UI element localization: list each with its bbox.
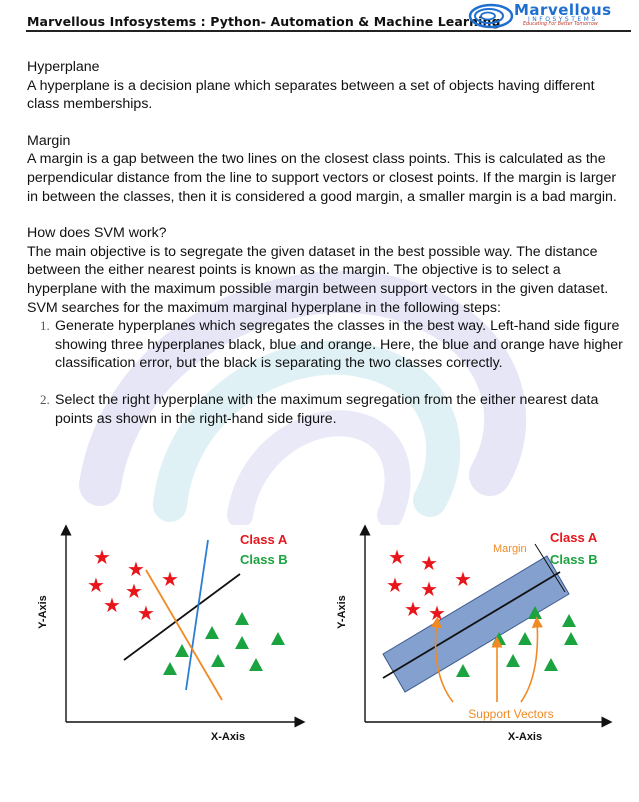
class-b-triangle [235, 636, 249, 649]
margin-width-marker [534, 543, 566, 593]
header-rule [26, 30, 631, 32]
optimal-hyperplane [382, 571, 561, 679]
class-a-label: Class A [550, 530, 598, 545]
class-a-star: ★ [404, 597, 422, 621]
class-a-star: ★ [137, 601, 155, 625]
company-logo: Marvellous INFOSYSTEMS Educating For Bet… [468, 1, 628, 29]
x-axis-label: X-Axis [508, 731, 542, 743]
class-a-star: ★ [428, 601, 446, 625]
class-a-star: ★ [93, 545, 111, 569]
y-axis-label: Y-Axis [37, 595, 49, 629]
class-a-star: ★ [388, 545, 406, 569]
class-b-triangle [205, 626, 219, 639]
margin-band [382, 555, 570, 693]
blue-hyperplane [185, 539, 209, 691]
figure-maximum-margin: Y-Axis X-Axis Class A Class B Margin ★ ★… [336, 524, 613, 743]
class-b-triangle [271, 632, 285, 645]
class-a-star: ★ [127, 557, 145, 581]
logo-subtitle: INFOSYSTEMS [528, 16, 598, 23]
class-a-star: ★ [454, 567, 472, 591]
margin-heading: Margin [27, 132, 71, 149]
margin-label: Margin [493, 543, 527, 555]
watermark-swirl [79, 270, 527, 525]
class-b-triangle [456, 664, 470, 677]
svm-steps-list: Generate hyperplanes which segregates th… [27, 317, 627, 428]
class-a-star: ★ [103, 593, 121, 617]
class-a-star: ★ [420, 577, 438, 601]
support-vector-arrow [430, 616, 454, 703]
svm-body: The main objective is to segregate the g… [27, 243, 609, 316]
header-title: Marvellous Infosystems : Python- Automat… [27, 14, 501, 29]
class-a-star: ★ [161, 567, 179, 591]
class-b-label: Class B [240, 552, 288, 567]
class-b-triangle [544, 658, 558, 671]
orange-hyperplane [145, 569, 223, 701]
class-b-triangle [518, 632, 532, 645]
support-vector-arrow [520, 616, 543, 703]
class-a-star: ★ [420, 551, 438, 575]
logo-wordmark: Marvellous [514, 1, 612, 19]
svm-step: Generate hyperplanes which segregates th… [53, 317, 627, 373]
hyperplane-body: A hyperplane is a decision plane which s… [27, 77, 595, 113]
class-a-star: ★ [125, 579, 143, 603]
class-a-star: ★ [386, 573, 404, 597]
black-hyperplane [123, 573, 241, 661]
class-b-triangle [163, 662, 177, 675]
x-axis-label: X-Axis [211, 731, 245, 743]
svm-heading: How does SVM work? [27, 225, 167, 242]
figure-three-hyperplanes: Y-Axis X-Axis Class A Class B ★ ★ ★ ★ ★ … [37, 524, 306, 743]
margin-body: A margin is a gap between the two lines … [27, 151, 617, 205]
class-b-triangle [175, 644, 189, 657]
logo-swirl-icon [468, 3, 514, 29]
class-a-label: Class A [240, 532, 288, 547]
class-b-triangle [235, 612, 249, 625]
class-b-triangle [506, 654, 520, 667]
support-vectors-label: Support Vectors [468, 707, 553, 721]
hyperplane-heading: Hyperplane [27, 59, 100, 75]
class-b-triangle [249, 658, 263, 671]
class-b-triangle [211, 654, 225, 667]
class-b-triangle [528, 606, 542, 619]
class-a-star: ★ [87, 573, 105, 597]
class-b-triangle [562, 614, 576, 627]
class-b-label: Class B [550, 552, 598, 567]
y-axis-label: Y-Axis [336, 595, 348, 629]
document-body: Hyperplane A hyperplane is a decision pl… [27, 58, 627, 428]
svm-step: Select the right hyperplane with the max… [53, 391, 627, 428]
class-b-triangle [564, 632, 578, 645]
logo-tagline: Educating For Better Tomorrow [523, 22, 598, 27]
page-header: Marvellous Infosystems : Python- Automat… [0, 0, 639, 34]
